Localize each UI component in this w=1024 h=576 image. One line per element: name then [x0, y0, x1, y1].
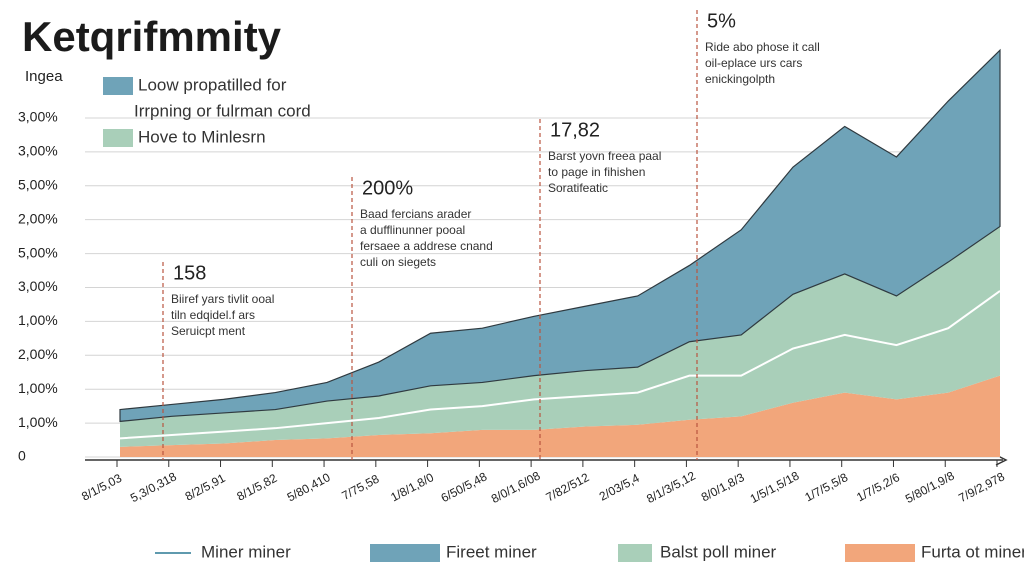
line: [119, 290, 1001, 440]
y-tick-label: 3,00%: [18, 278, 58, 294]
x-tick-label: 5/80/1,9/8: [903, 468, 957, 506]
y-tick-label: 3,00%: [18, 109, 58, 125]
area: [119, 48, 1001, 423]
x-tick-label: 8/1/5,03: [79, 471, 124, 504]
annotation-text: Soratifeatic: [548, 181, 608, 195]
x-tick-label: 8/0/1,6/08: [489, 468, 543, 506]
annotation-text: enickingolpth: [705, 72, 775, 86]
y-tick-label: 3,00%: [18, 143, 58, 159]
annotation-text: Seruicpt ment: [171, 324, 246, 338]
legend-label: Loow propatilled for: [138, 75, 287, 94]
x-tick-label: 6/50/5,48: [439, 469, 490, 505]
legend-swatch: [618, 544, 652, 562]
annotation-text: culi on siegets: [360, 255, 436, 269]
legend-swatch: [370, 544, 440, 562]
annotation-text: oil-eplace urs cars: [705, 56, 802, 70]
x-tick-label: 8/1/3/5,12: [644, 468, 698, 506]
legend-label: Hove to Minlesrn: [138, 127, 266, 146]
y-tick-label: 5,00%: [18, 176, 58, 192]
annotation-heading: 5%: [707, 10, 736, 32]
y-tick-label: 2,00%: [18, 346, 58, 362]
x-tick-label: 1/5/1,5/18: [748, 468, 802, 506]
annotation-text: to page in fihishen: [548, 165, 645, 179]
legend-swatch: [845, 544, 915, 562]
legend-label: Furta ot miner: [921, 542, 1024, 561]
area: [120, 375, 1000, 457]
x-tick-label: 1/7/5,5/8: [802, 470, 850, 504]
y-tick-label: 1,00%: [18, 414, 58, 430]
legend-label: Fireet miner: [446, 542, 537, 561]
annotation-text: Baad fercians arader: [360, 207, 471, 221]
annotation-text: tiln edqidel.f ars: [171, 308, 255, 322]
legend-swatch: [103, 129, 133, 147]
legend-label: Irrpning or fulrman cord: [134, 101, 311, 120]
chart-title: Ketqrifmmity: [22, 13, 282, 60]
annotation-text: fersaee a addrese cnand: [360, 239, 493, 253]
x-tick-label: 1/7/5,2/6: [854, 470, 902, 504]
annotation-text: a dufflinunner pooal: [360, 223, 465, 237]
legend-swatch: [103, 77, 133, 95]
x-tick-label: 7/75,58: [339, 472, 381, 503]
annotation-text: Ride abo phose it call: [705, 40, 820, 54]
annotation-text: Biiref yars tivlit ooal: [171, 292, 274, 306]
legend-label: Miner miner: [201, 542, 291, 561]
x-tick-label: 1/8/1,8/0: [388, 470, 436, 504]
y-axis-label: Ingea: [25, 68, 63, 85]
x-tick-label: 5,3/0,318: [128, 469, 179, 505]
y-tick-label: 1,00%: [18, 380, 58, 396]
y-tick-label: 0: [18, 448, 26, 464]
x-tick-label: 8/1/5,82: [234, 471, 279, 504]
y-tick-label: 1,00%: [18, 312, 58, 328]
x-tick-label: 8/0/1,8/3: [699, 470, 747, 504]
annotation-heading: 17,82: [550, 119, 600, 141]
x-tick-label: 2/03/5,4: [597, 471, 642, 504]
y-tick-label: 2,00%: [18, 210, 58, 226]
annotation-heading: 158: [173, 262, 206, 284]
x-tick-label: 8/2/5,91: [183, 471, 228, 504]
area: [120, 226, 1000, 447]
x-tick-label: 7/9/2,978: [956, 469, 1007, 505]
legend-label: Balst poll miner: [660, 542, 777, 561]
annotation-heading: 200%: [362, 177, 413, 199]
annotation-text: Barst yovn freea paal: [548, 149, 661, 163]
x-tick-label: 5/80,410: [285, 470, 333, 504]
x-tick-label: 7/82/512: [544, 470, 592, 504]
y-tick-label: 5,00%: [18, 244, 58, 260]
